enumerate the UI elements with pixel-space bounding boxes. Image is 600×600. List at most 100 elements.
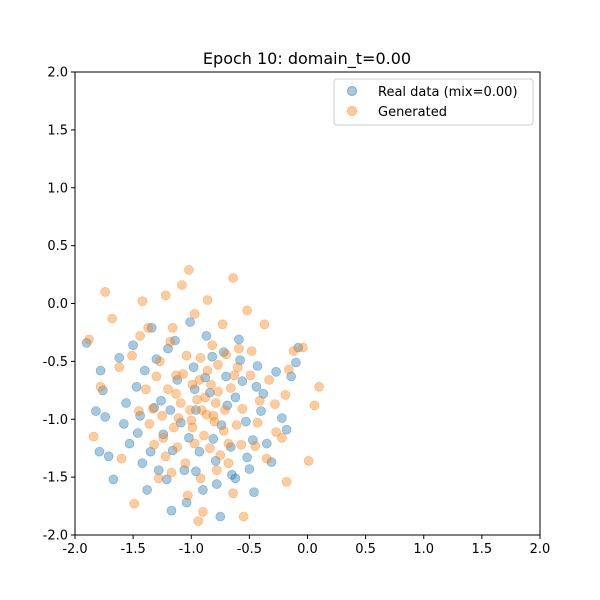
real-data-point [189, 384, 200, 395]
generated-point [129, 498, 140, 509]
real-data-point [230, 473, 241, 484]
real-data-point [91, 406, 101, 416]
generated-point [165, 336, 176, 347]
real-data-point [266, 457, 277, 467]
generated-point [233, 362, 243, 373]
generated-point [217, 319, 228, 330]
generated-point [198, 507, 208, 517]
generated-point [250, 441, 260, 451]
generated-point [187, 422, 198, 433]
x-tick-label: 1.0 [413, 542, 434, 557]
generated-point [167, 322, 178, 333]
x-tick-label: -0.5 [237, 542, 262, 557]
real-data-point [149, 402, 159, 413]
generated-point [229, 370, 240, 381]
generated-point [215, 450, 226, 460]
real-data-point [277, 413, 287, 423]
real-data-point [156, 395, 166, 406]
generated-point [151, 371, 162, 382]
legend-label-generated: Generated [378, 105, 447, 120]
generated-point [194, 375, 205, 385]
generated-point [189, 438, 200, 449]
x-tick-label: -1.0 [179, 542, 204, 557]
generated-point [245, 370, 256, 381]
real-data-point [237, 376, 248, 386]
generated-point [209, 416, 220, 427]
y-tick-label: 1.0 [47, 181, 68, 196]
generated-point [195, 473, 206, 484]
generated-point [231, 420, 242, 430]
generated-point [193, 516, 203, 526]
real-data-point [194, 446, 205, 457]
real-data-point [179, 465, 190, 476]
generated-point [213, 359, 223, 370]
x-tick-label: -2.0 [62, 542, 87, 557]
generated-point [116, 453, 127, 464]
generated-point [226, 383, 236, 393]
real-data-point [251, 381, 262, 392]
generated-point [171, 370, 181, 381]
generated-point [185, 405, 195, 415]
generated-point [200, 392, 210, 403]
generated-point [172, 442, 183, 452]
y-axis: -2.0 -1.5 -1.0 -0.5 0.0 0.5 1.0 1.5 2.0 [43, 66, 75, 544]
real-data-point [184, 432, 194, 443]
generated-point [192, 394, 202, 405]
real-data-point [242, 452, 252, 463]
generated-point [183, 490, 193, 501]
generated-point [184, 265, 194, 275]
generated-point [309, 400, 320, 411]
real-data-point [281, 424, 292, 435]
generated-point [202, 295, 213, 305]
real-data-point [191, 466, 201, 477]
y-tick-label: 0.5 [47, 239, 68, 254]
generated-point [186, 415, 197, 426]
y-tick-label: 1.5 [47, 123, 68, 138]
real-data-point [252, 361, 263, 371]
real-data-point [191, 405, 201, 415]
x-tick-label: 0.5 [355, 542, 376, 557]
real-data-point [208, 434, 219, 444]
generated-point [149, 439, 159, 450]
real-data-point [271, 366, 281, 377]
y-tick-label: -1.0 [43, 413, 68, 428]
real-data-point [166, 505, 177, 516]
generated-point [223, 438, 234, 449]
real-data-point [124, 438, 135, 449]
generated-point [107, 313, 117, 324]
generated-point [157, 410, 167, 421]
generated-point [163, 384, 173, 395]
generated-point [144, 419, 155, 429]
real-data-point [188, 362, 199, 373]
generated-point [88, 431, 99, 442]
generated-point [206, 379, 216, 390]
real-data-point [230, 392, 241, 403]
x-tick-label: 0.0 [297, 542, 318, 557]
generated-point [169, 422, 179, 433]
generated-point [181, 350, 192, 361]
generated-point [270, 399, 280, 410]
real-data-point [181, 497, 192, 508]
real-data-point [137, 458, 148, 469]
generated-point [195, 353, 206, 363]
real-data-point [248, 435, 258, 445]
generated-point [196, 405, 207, 415]
real-data-point [131, 381, 142, 392]
generated-point [153, 473, 164, 484]
real-data-point [221, 371, 231, 382]
generated-point [220, 405, 230, 415]
real-data-point [256, 406, 266, 416]
legend-box [333, 78, 534, 126]
generated-point [199, 430, 209, 441]
generated-point [84, 334, 94, 345]
real-data-point [201, 331, 212, 341]
x-tick-label: 1.5 [472, 542, 493, 557]
generated-point [171, 388, 181, 399]
generated-point [219, 425, 229, 436]
generated-point [228, 488, 238, 499]
generated-point [259, 319, 270, 330]
generated-point [234, 343, 244, 354]
generated-point [280, 390, 291, 400]
generated-point [134, 406, 144, 416]
